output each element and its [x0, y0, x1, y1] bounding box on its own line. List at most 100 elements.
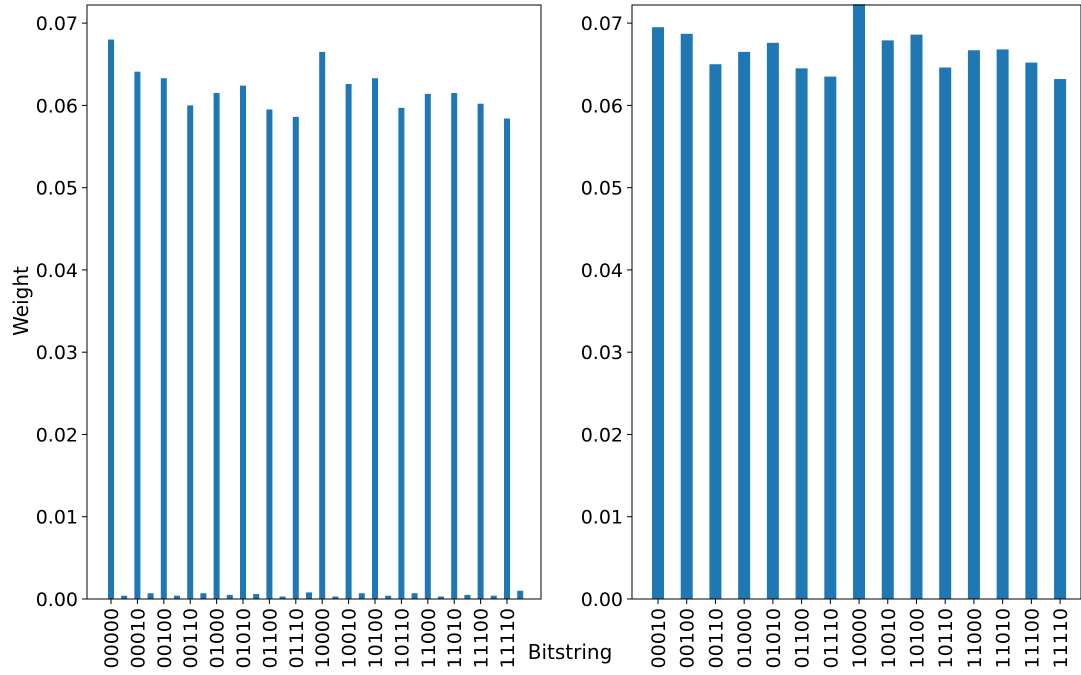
bar-11010 — [451, 93, 458, 599]
y-tick-label: 0.01 — [581, 507, 623, 529]
bar-00101 — [174, 595, 180, 599]
bar-00001 — [121, 595, 128, 599]
bar-10010 — [881, 40, 894, 599]
bar-00011 — [147, 593, 154, 599]
bar-11000 — [967, 50, 980, 599]
bar-01101 — [279, 596, 286, 599]
bar-10101 — [385, 595, 392, 599]
bar-11100 — [477, 103, 484, 599]
bar-10111 — [411, 593, 418, 599]
x-tick-label: 01110 — [286, 608, 308, 668]
bar-01110 — [292, 116, 299, 599]
bar-11010 — [996, 49, 1009, 600]
bar-01100 — [795, 68, 808, 600]
x-tick-label: 10010 — [339, 608, 361, 668]
bar-11011 — [464, 594, 471, 599]
bar-00110 — [187, 105, 194, 600]
bar-10110 — [939, 67, 952, 599]
x-tick-label: 10110 — [935, 608, 957, 668]
y-tick-label: 0.04 — [36, 260, 78, 282]
x-tick-label: 01000 — [734, 608, 756, 668]
bar-01111 — [306, 592, 312, 599]
y-tick-label: 0.00 — [581, 589, 623, 611]
x-tick-label: 01110 — [820, 608, 842, 668]
x-tick-label: 11010 — [444, 608, 466, 668]
x-tick-label: 11000 — [418, 608, 440, 668]
bar-01110 — [824, 76, 837, 599]
bar-00111 — [200, 593, 207, 599]
bar-01000 — [213, 93, 220, 599]
x-tick-label: 10100 — [906, 608, 928, 668]
bar-01011 — [253, 594, 260, 599]
x-tick-label: 00110 — [705, 608, 727, 668]
bar-10001 — [332, 596, 339, 599]
bar-11001 — [438, 596, 444, 599]
y-tick-label: 0.05 — [581, 178, 623, 200]
bar-01000 — [738, 51, 751, 599]
bar-10110 — [398, 107, 405, 599]
bar-11110 — [504, 118, 510, 599]
x-tick-label: 00010 — [127, 608, 149, 668]
x-tick-label: 01100 — [259, 608, 281, 668]
x-tick-label: 10100 — [365, 608, 387, 668]
x-tick-label: 10110 — [391, 608, 413, 668]
y-tick-label: 0.07 — [36, 13, 78, 35]
bar-10010 — [345, 83, 352, 600]
right-chart: 0.00 0.01 0.02 0.03 0.04 0.05 0.06 0.07 00010 001… — [581, 4, 1081, 668]
y-tick-label: 0.03 — [36, 342, 78, 364]
y-tick-label: 0.07 — [581, 13, 623, 35]
bar-00110 — [709, 64, 722, 600]
left-chart: 0.00 0.01 0.02 0.03 0.04 0.05 0.06 0.07 00000 000… — [36, 4, 542, 668]
bar-11101 — [490, 595, 497, 599]
axes-frame — [631, 4, 1081, 600]
x-tick-label: 11110 — [497, 608, 519, 668]
y-tick-label: 0.04 — [581, 260, 623, 282]
axes-frame — [86, 4, 542, 600]
y-tick-label: 0.02 — [36, 424, 78, 446]
bar-00010 — [652, 27, 664, 599]
bar-00010 — [134, 71, 141, 599]
x-axis-label: Bitstring — [528, 640, 613, 664]
bar-11100 — [1025, 62, 1038, 599]
x-tick-label: 11100 — [471, 608, 493, 668]
x-tick-label: 00000 — [101, 608, 123, 668]
bar-01100 — [266, 109, 273, 599]
y-tick-label: 0.06 — [581, 95, 623, 117]
bar-11000 — [424, 93, 431, 599]
bar-01010 — [240, 85, 246, 599]
y-tick-label: 0.06 — [36, 95, 78, 117]
y-tick-label: 0.02 — [581, 424, 623, 446]
x-tick-label: 00100 — [677, 608, 699, 668]
y-tick-label: 0.00 — [36, 589, 78, 611]
x-tick-label: 10010 — [878, 608, 900, 668]
bar-10011 — [358, 593, 365, 599]
x-tick-label: 10000 — [312, 608, 334, 668]
x-tick-label: 01100 — [792, 608, 814, 668]
y-tick-label: 0.05 — [36, 178, 78, 200]
x-tick-label: 01010 — [233, 608, 255, 668]
x-tick-label: 00110 — [180, 608, 202, 668]
x-tick-label: 11000 — [964, 608, 986, 668]
x-tick-label: 01000 — [207, 608, 229, 668]
bar-11111 — [517, 590, 524, 599]
x-tick-label: 11100 — [1021, 608, 1043, 668]
x-tick-label: 10000 — [849, 608, 871, 668]
x-tick-label: 00010 — [648, 608, 670, 668]
bar-10100 — [910, 34, 923, 600]
bar-11110 — [1054, 79, 1067, 600]
y-tick-label: 0.01 — [36, 507, 78, 529]
x-tick-label: 00100 — [154, 608, 176, 668]
bar-10000 — [853, 4, 866, 600]
x-tick-label: 01010 — [763, 608, 785, 668]
bar-00100 — [160, 78, 167, 600]
bar-00000 — [108, 39, 114, 600]
bar-10000 — [319, 51, 326, 599]
bar-01001 — [226, 594, 233, 599]
x-tick-label: 11010 — [993, 608, 1015, 668]
x-tick-label: 11110 — [1050, 608, 1072, 668]
y-axis-label: Weight — [9, 266, 33, 336]
bar-10100 — [372, 78, 378, 600]
bar-00100 — [680, 33, 693, 600]
y-tick-label: 0.03 — [581, 342, 623, 364]
